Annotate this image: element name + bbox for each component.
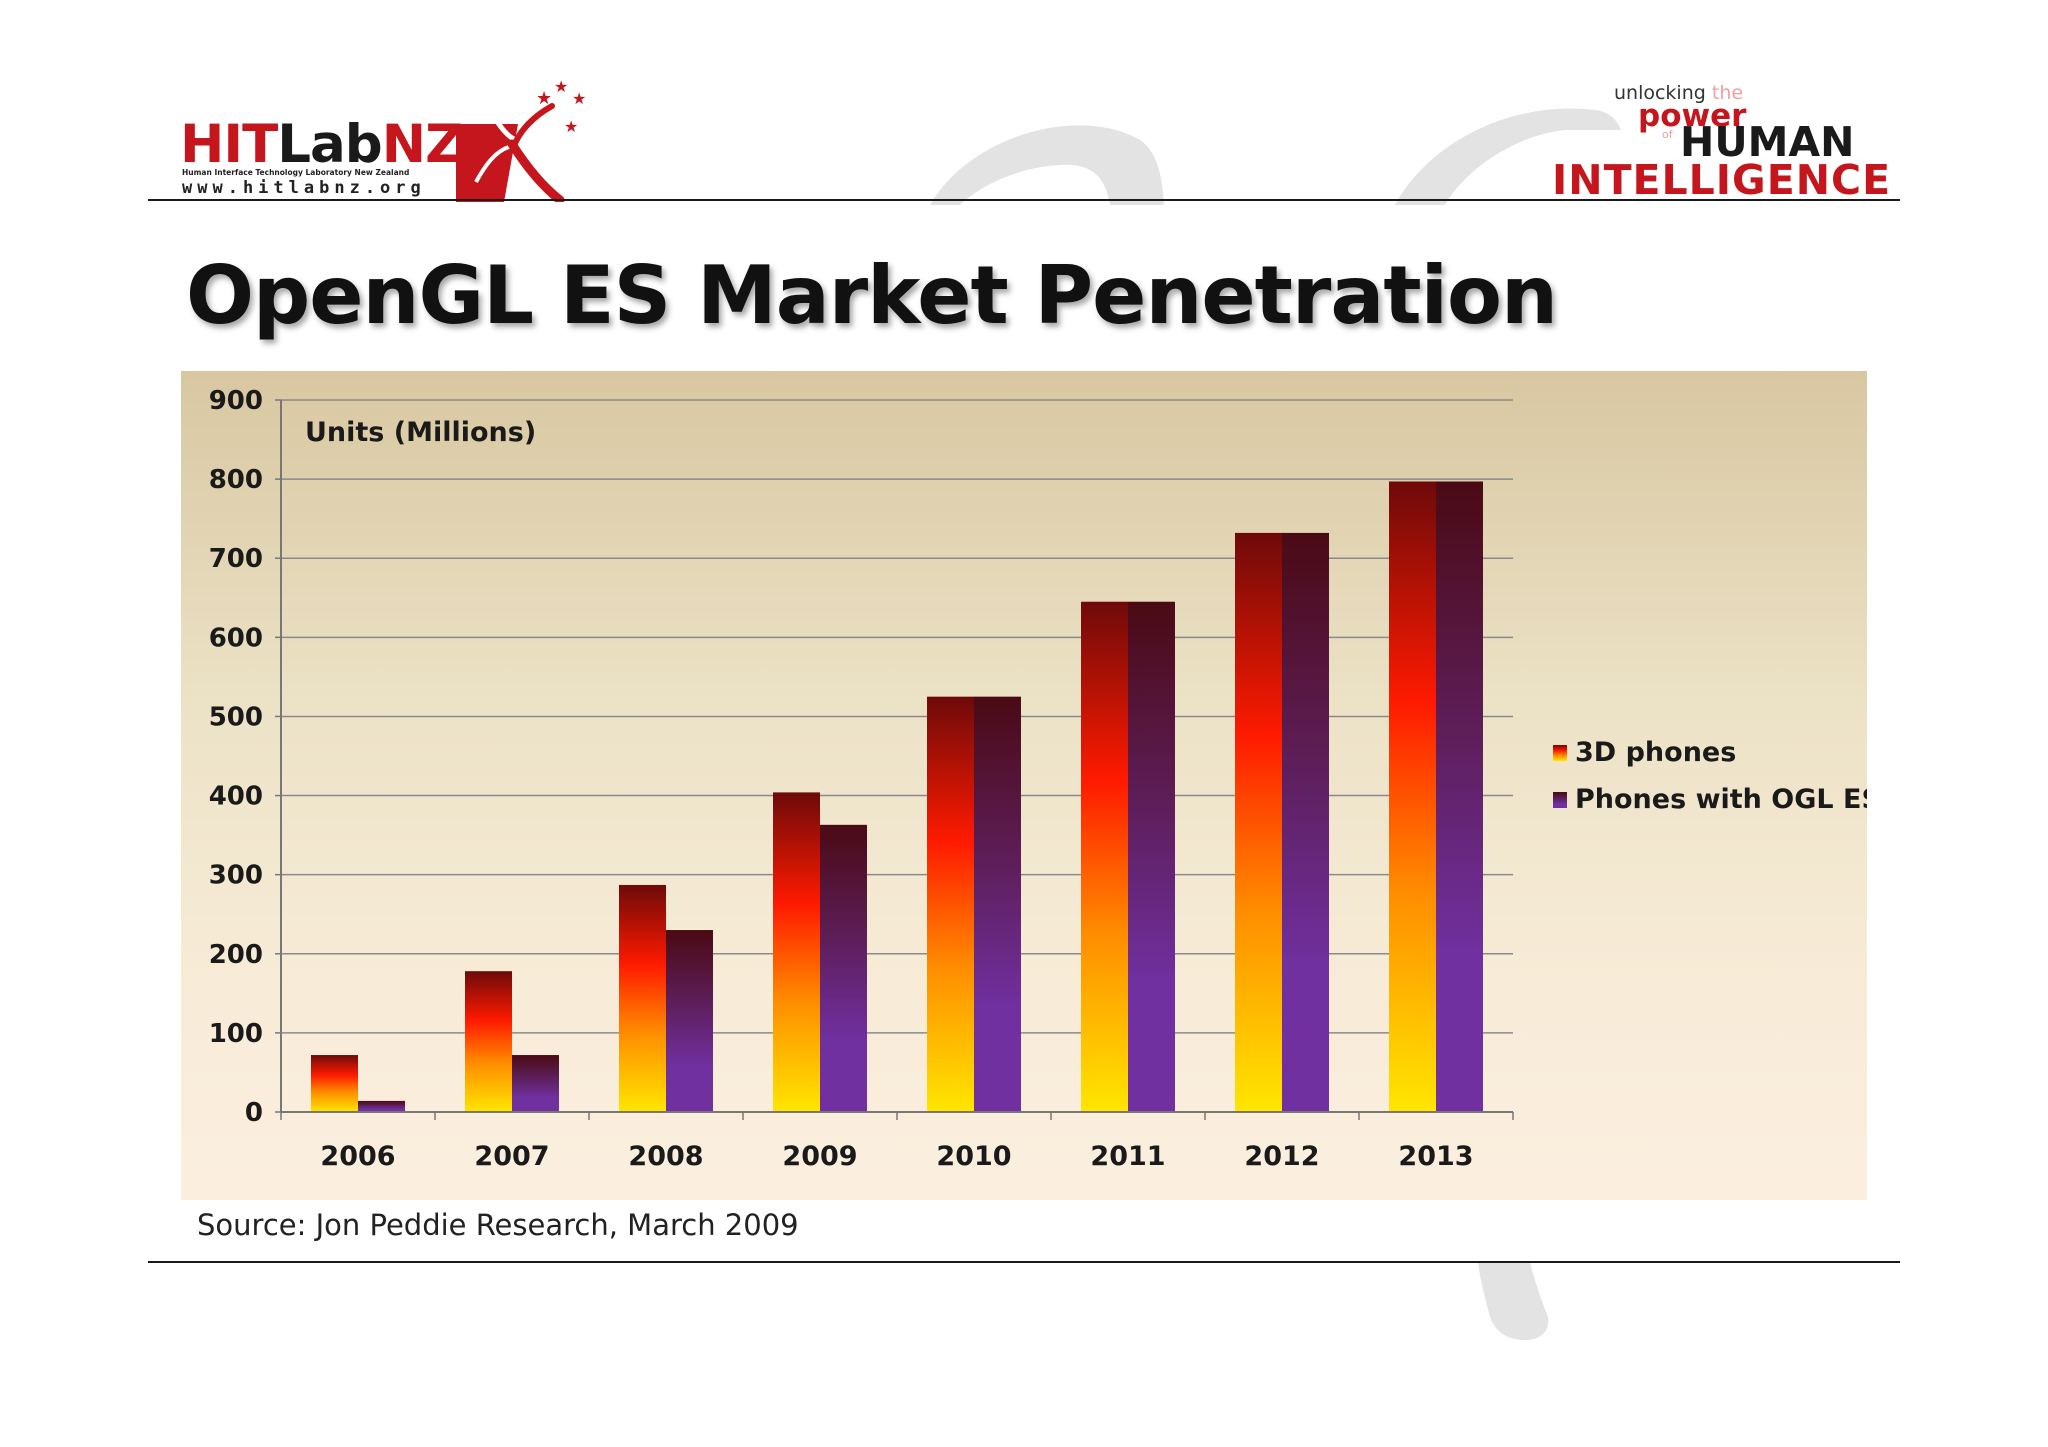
x-tick-label: 2006 <box>320 1141 395 1172</box>
logo-figure-icon: ★ ★ ★ ★ <box>456 80 586 202</box>
logo-wordmark-hit: HIT <box>180 114 278 175</box>
bar-3d-phones-2006 <box>311 1055 358 1112</box>
unlocking-power-logo: unlocking the power of HUMAN INTELLIGENC… <box>1540 76 1890 204</box>
y-tick-label: 900 <box>209 386 263 416</box>
x-tick-label: 2009 <box>782 1141 857 1172</box>
logo-star-icon: ★ <box>572 89 586 108</box>
labels: 0 100 200 300 400 500 600 700 800 900 Units (Milli… <box>209 386 1474 1172</box>
y-axis-title: Units (Millions) <box>305 417 536 448</box>
bar-ogl-es-2007 <box>512 1055 559 1112</box>
bar-3d-phones-2013 <box>1389 481 1436 1112</box>
legend-label: 3D phones <box>1575 737 1736 768</box>
logo-wordmark-lab: Lab <box>277 114 382 175</box>
y-tick-label: 100 <box>209 1019 263 1049</box>
background-swoosh-left <box>930 125 1164 205</box>
bar-3d-phones-2009 <box>773 792 820 1112</box>
logo-wordmark: HITLabNZ <box>180 118 464 171</box>
bars <box>311 481 1483 1112</box>
hitlabnz-logo: HITLabNZ Human Interface Technology Labo… <box>178 78 598 202</box>
x-tick-label: 2013 <box>1398 1141 1473 1172</box>
footer-divider <box>148 1261 1900 1263</box>
logo-star-icon: ★ <box>564 117 578 136</box>
legend-swatch <box>1553 792 1567 808</box>
logo-right-intelligence: INTELLIGENCE <box>1552 156 1892 204</box>
x-tick-label: 2010 <box>936 1141 1011 1172</box>
logo-wordmark-nz: NZ <box>381 114 464 175</box>
slide-title: OpenGL ES Market Penetration <box>186 249 1558 342</box>
bar-ogl-es-2011 <box>1128 601 1175 1112</box>
bar-ogl-es-2010 <box>974 696 1021 1112</box>
logo-subtitle: Human Interface Technology Laboratory Ne… <box>182 168 410 177</box>
chart-area: 0 100 200 300 400 500 600 700 800 900 Units (Milli… <box>181 371 1867 1200</box>
bar-ogl-es-2013 <box>1436 481 1483 1112</box>
bar-ogl-es-2008 <box>666 930 713 1112</box>
header-divider <box>148 199 1900 201</box>
y-tick-label: 600 <box>209 623 263 653</box>
bar-3d-phones-2010 <box>927 696 974 1112</box>
legend-label: Phones with OGL ES <box>1575 784 1867 815</box>
y-tick-label: 300 <box>209 861 263 891</box>
logo-right-of: of <box>1662 128 1673 141</box>
logo-url: www.hitlabnz.org <box>182 178 426 198</box>
logo-right-power: power <box>1638 98 1747 134</box>
bar-3d-phones-2007 <box>465 971 512 1112</box>
background-swoosh-right <box>1395 108 1621 205</box>
y-tick-label: 700 <box>209 544 263 574</box>
x-tick-label: 2008 <box>628 1141 703 1172</box>
logo-right-the: the <box>1711 82 1744 104</box>
bar-ogl-es-2009 <box>820 824 867 1112</box>
logo-star-icon: ★ <box>536 88 552 109</box>
legend-swatch <box>1553 745 1567 761</box>
axes <box>275 399 1514 1120</box>
y-tick-label: 0 <box>245 1098 263 1128</box>
bar-3d-phones-2008 <box>619 884 666 1112</box>
background-swoosh-bottom <box>1478 1262 1549 1340</box>
bar-3d-phones-2012 <box>1235 532 1282 1112</box>
legend: 3D phones Phones with OGL ES <box>1553 737 1867 815</box>
x-tick-label: 2007 <box>474 1141 549 1172</box>
y-tick-label: 800 <box>209 465 263 495</box>
x-tick-label: 2012 <box>1244 1141 1319 1172</box>
logo-star-icon: ★ <box>554 80 568 96</box>
y-tick-label: 200 <box>209 940 263 970</box>
x-tick-label: 2011 <box>1090 1141 1165 1172</box>
logo-right-unlocking-text: unlocking <box>1614 82 1706 104</box>
bar-3d-phones-2011 <box>1081 601 1128 1112</box>
source-citation: Source: Jon Peddie Research, March 2009 <box>197 1208 799 1242</box>
bar-ogl-es-2006 <box>358 1100 405 1112</box>
y-tick-label: 400 <box>209 782 263 812</box>
y-tick-label: 500 <box>209 702 263 732</box>
bar-ogl-es-2012 <box>1282 532 1329 1112</box>
logo-right-unlocking: unlocking the <box>1614 82 1743 104</box>
bar-chart: 0 100 200 300 400 500 600 700 800 900 Units (Milli… <box>209 386 1867 1172</box>
logo-right-human: HUMAN <box>1680 118 1855 166</box>
